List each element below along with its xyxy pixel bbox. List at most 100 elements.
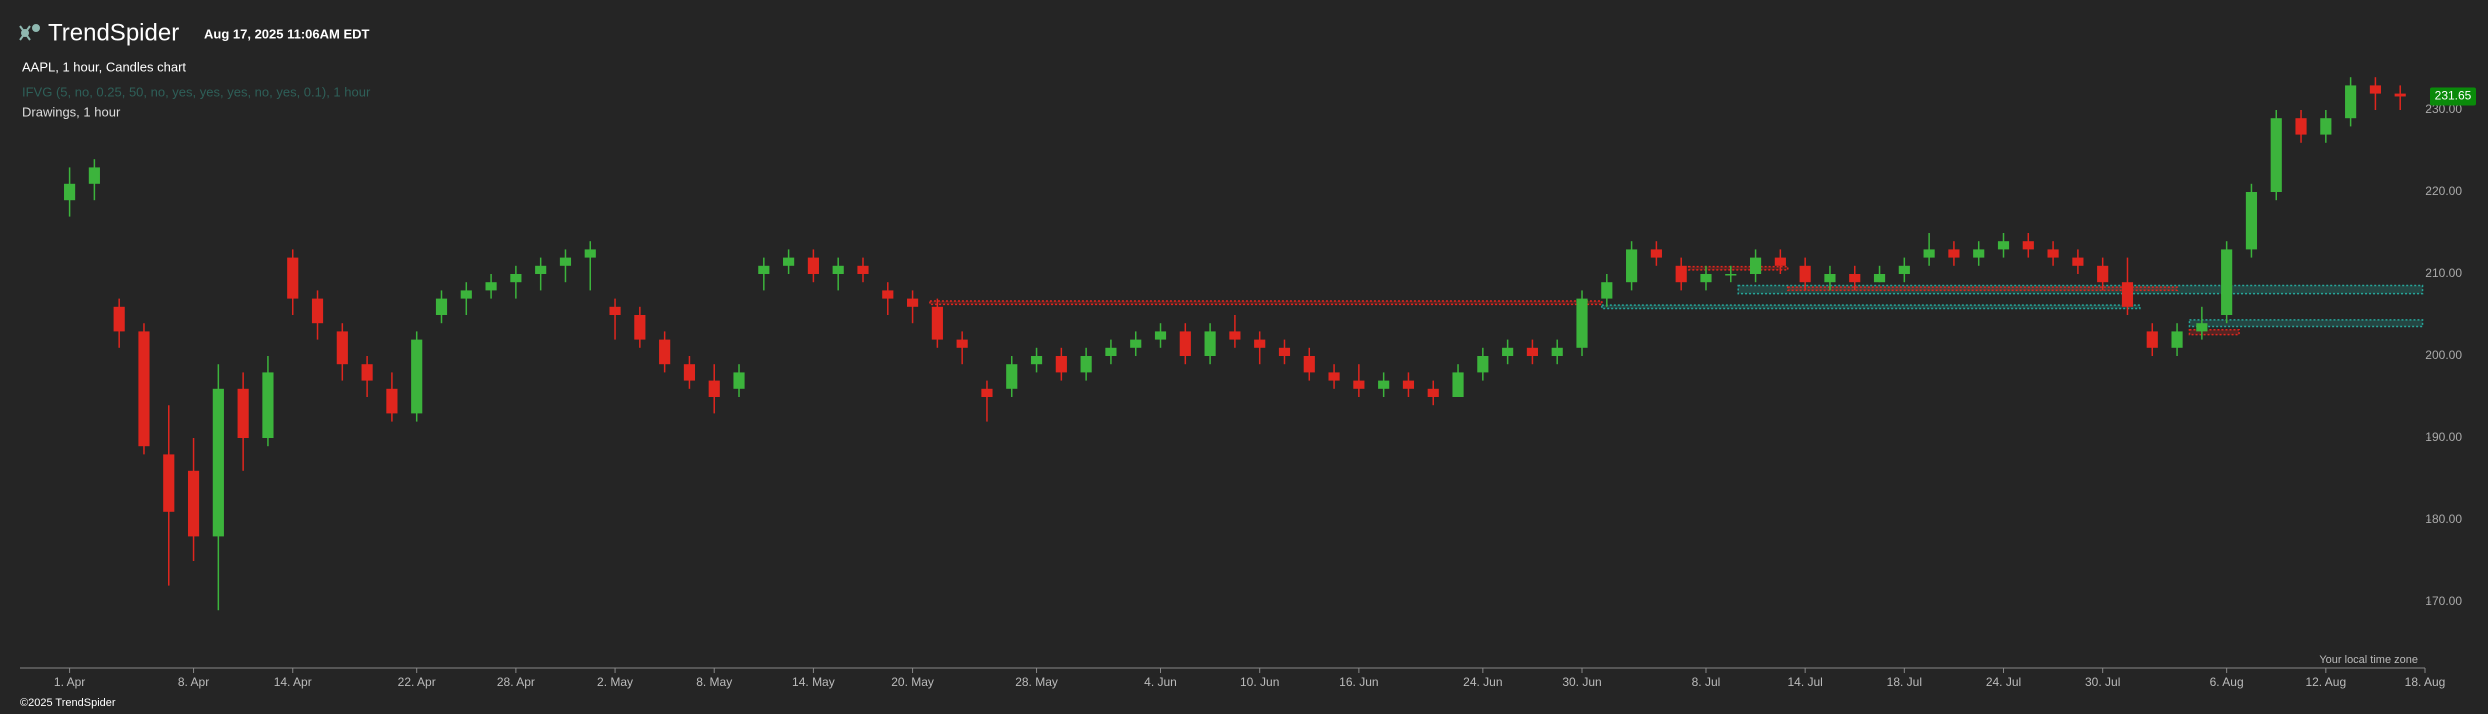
- y-tick-label: 220.00: [2425, 184, 2462, 198]
- indicator-label[interactable]: IFVG (5, no, 0.25, 50, no, yes, yes, yes…: [22, 84, 371, 99]
- candle-body: [138, 331, 150, 447]
- candle-body: [2221, 249, 2233, 315]
- candle-body: [1873, 274, 1886, 283]
- candle-body: [311, 298, 324, 324]
- candle-body: [1551, 347, 1563, 356]
- y-tick-label: 170.00: [2425, 594, 2462, 608]
- chart-label[interactable]: AAPL, 1 hour, Candles chart: [22, 59, 186, 74]
- candle-body: [2196, 323, 2208, 332]
- candle-body: [1650, 249, 1662, 258]
- logo-dot: [21, 29, 29, 37]
- copyright: ©2025 TrendSpider: [20, 697, 116, 709]
- candle-body: [559, 257, 572, 266]
- candle-body: [2121, 282, 2134, 307]
- logo-icon: [19, 24, 40, 41]
- drawings-label[interactable]: Drawings, 1 hour: [22, 104, 121, 119]
- candle-body: [460, 290, 472, 299]
- candle-body: [1725, 274, 1737, 276]
- candle-body: [1948, 249, 1960, 258]
- candle-body: [1278, 347, 1291, 356]
- candle-body: [1378, 380, 1390, 389]
- candle-body: [609, 306, 621, 315]
- x-tick-label: 6. Aug: [2210, 675, 2244, 689]
- candle-body: [1626, 249, 1638, 283]
- candle-body: [1402, 380, 1415, 389]
- candle-body: [1353, 380, 1365, 389]
- candle-body: [2047, 249, 2059, 258]
- plot: 170.00 180.00 190.00 200.00 210.00 220.00 230.…: [54, 77, 2476, 689]
- candle-body: [683, 364, 696, 381]
- timezone-note: Your local time zone: [2319, 654, 2418, 666]
- candle-body: [1154, 331, 1167, 340]
- candle-body: [634, 315, 646, 340]
- candle-body: [981, 388, 993, 397]
- candle-body: [733, 372, 745, 389]
- candle-body: [882, 290, 894, 299]
- fvg-zone: [929, 300, 1603, 306]
- candle-body: [2072, 257, 2084, 266]
- candle-body: [411, 339, 423, 414]
- x-tick-label: 12. Aug: [2305, 675, 2346, 689]
- candle-body: [163, 454, 175, 512]
- x-tick-label: 4. Jun: [1144, 675, 1177, 689]
- fvg-zone: [2188, 319, 2424, 328]
- candle-body: [1080, 356, 1092, 373]
- x-tick-label: 22. Apr: [398, 675, 436, 689]
- y-tick-label: 190.00: [2425, 430, 2462, 444]
- x-tick-label: 28. Apr: [497, 675, 535, 689]
- candle-body: [64, 183, 76, 201]
- candle-body: [832, 265, 844, 274]
- candle-body: [187, 470, 200, 537]
- x-tick-label: 30. Jul: [2085, 675, 2120, 689]
- y-tick-label: 200.00: [2425, 348, 2462, 362]
- candle-body: [956, 339, 968, 348]
- candle-body: [2345, 85, 2357, 119]
- candle-body: [1030, 356, 1043, 365]
- candle-body: [2320, 118, 2332, 135]
- candle-body: [659, 339, 671, 365]
- candle-body: [287, 257, 299, 299]
- x-tick-label: 14. May: [792, 675, 835, 689]
- x-tick-label: 14. Jul: [1787, 675, 1822, 689]
- candle-body: [1229, 331, 1241, 340]
- last-price-label: 231.65: [2435, 89, 2472, 103]
- candle-body: [931, 306, 943, 340]
- y-tick-label: 210.00: [2425, 266, 2462, 280]
- candle-body: [1452, 372, 1464, 397]
- x-tick-label: 16. Jun: [1339, 675, 1378, 689]
- candle-body: [88, 167, 100, 184]
- candle-body: [2245, 192, 2258, 250]
- candle-body: [435, 298, 448, 315]
- candle-body: [237, 388, 249, 438]
- x-tick-label: 28. May: [1015, 675, 1058, 689]
- candle-body: [1179, 331, 1191, 356]
- candle-body: [485, 282, 497, 291]
- candle-body: [1849, 274, 1861, 283]
- candle-body: [510, 274, 522, 283]
- candle-body: [361, 364, 373, 381]
- candle-body: [1526, 347, 1539, 356]
- candle-body: [807, 257, 819, 274]
- x-tick-label: 8. Jul: [1692, 675, 1721, 689]
- candle-body: [386, 388, 398, 414]
- candle-body: [1774, 257, 1786, 266]
- candle-body: [2146, 331, 2158, 348]
- timestamp: Aug 17, 2025 11:06AM EDT: [204, 26, 370, 41]
- fvg-zone: [1737, 284, 2424, 295]
- candle-body: [783, 257, 795, 266]
- candle-body: [2097, 265, 2109, 283]
- candle-body: [1898, 265, 1910, 274]
- x-tick-label: 2. May: [597, 675, 633, 689]
- x-tick-label: 10. Jun: [1240, 675, 1279, 689]
- y-tick-label: 230.00: [2425, 102, 2462, 116]
- candle-body: [1923, 249, 1935, 258]
- y-tick-label: 180.00: [2425, 512, 2462, 526]
- brand[interactable]: TrendSpider: [48, 19, 179, 46]
- candle-body: [2022, 241, 2034, 250]
- candle-body: [113, 306, 125, 332]
- last-price-box: [2430, 87, 2476, 106]
- candle-body: [2171, 331, 2183, 348]
- fvg-zone: [1601, 304, 2141, 310]
- candle-body: [1675, 265, 1687, 283]
